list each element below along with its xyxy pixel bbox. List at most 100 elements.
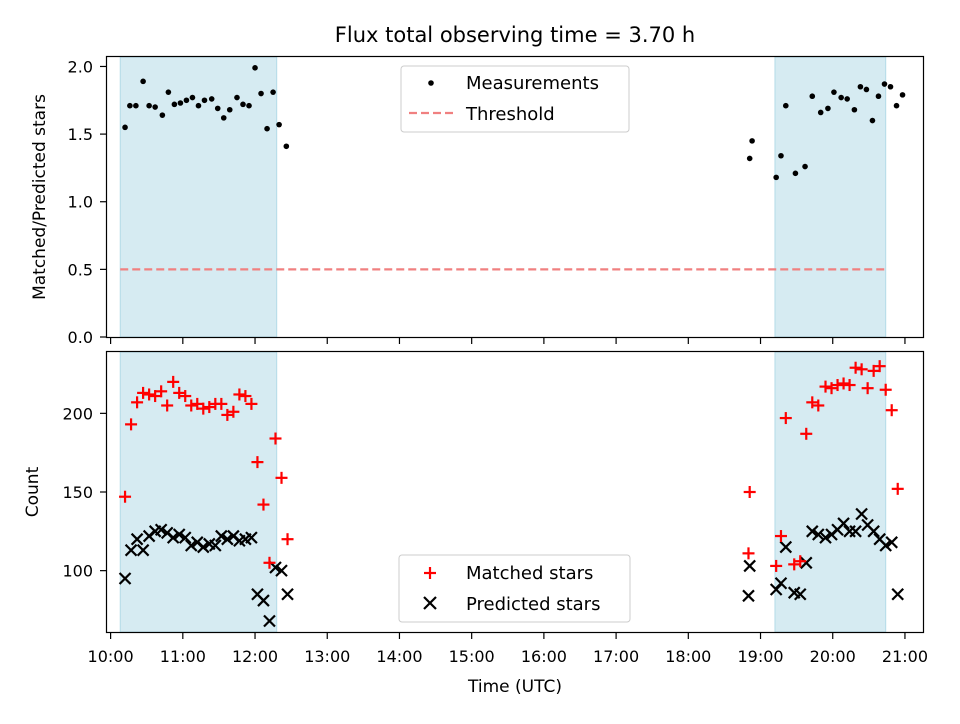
matched-star-point	[843, 379, 856, 392]
measurement-point	[887, 83, 894, 90]
matched-star-point	[245, 397, 258, 410]
x-tick-label: 15:00	[449, 647, 495, 666]
measurement-point	[159, 112, 166, 118]
matched-star-point	[742, 547, 755, 560]
measurement-point	[152, 104, 158, 110]
top-y-tick-label: 2.0	[68, 57, 93, 76]
x-tick-label: 16:00	[521, 647, 567, 666]
x-tick-label: 14:00	[376, 647, 422, 666]
legend-threshold-label: Threshold	[465, 104, 555, 125]
top-legend-box	[400, 65, 630, 133]
matched-star-point	[861, 382, 874, 395]
measurement-point	[122, 124, 128, 131]
matched-star-point	[774, 530, 787, 543]
matched-star-point	[885, 404, 898, 417]
predicted-star-point	[118, 572, 132, 585]
measurement-point	[869, 117, 876, 124]
measurement-point	[264, 125, 270, 132]
matched-star-point	[873, 360, 886, 373]
measurement-point	[746, 155, 753, 162]
measurement-point	[773, 174, 779, 181]
x-tick-label: 20:00	[810, 647, 856, 666]
top-x-ticks	[110, 337, 906, 344]
measurement-point	[146, 102, 152, 109]
measurement-point	[276, 121, 282, 128]
measurement-point	[825, 105, 831, 112]
measurement-point	[140, 78, 146, 85]
measurement-point	[792, 170, 799, 177]
x-tick-label: 19:00	[737, 647, 783, 666]
measurement-point	[246, 102, 252, 109]
predicted-star-point	[215, 529, 228, 543]
measurement-point	[177, 100, 184, 106]
matched-star-point	[831, 379, 844, 392]
matched-star-point	[855, 363, 868, 376]
measurement-point	[258, 90, 264, 97]
measurement-point	[234, 94, 240, 101]
predicted-star-point	[855, 507, 868, 521]
legend-matched-marker	[424, 567, 436, 579]
top-legend: Measurements Threshold	[400, 65, 630, 133]
x-tick-label: 17:00	[593, 647, 639, 666]
observing-window-band	[119, 56, 278, 338]
top-y-tick-label: 0.5	[68, 260, 93, 279]
predicted-star-point	[136, 543, 150, 557]
matched-star-point	[779, 412, 792, 425]
measurement-point	[165, 89, 172, 95]
measurements-layer	[122, 65, 906, 181]
measurement-point	[899, 92, 906, 98]
measurement-point	[127, 102, 133, 109]
measurement-point	[857, 83, 864, 90]
matched-star-point	[215, 397, 228, 410]
bottom-y-tick-label: 100	[62, 562, 93, 581]
matched-star-point	[275, 471, 288, 484]
predicted-star-point	[257, 594, 270, 607]
measurement-point	[201, 97, 208, 104]
bottom-legend-box	[398, 554, 631, 623]
measurement-point	[778, 152, 784, 159]
predicted-star-point	[774, 576, 788, 590]
matched-star-point	[197, 402, 210, 415]
matched-star-point	[155, 385, 168, 398]
matched-star-point	[221, 408, 234, 421]
counts-layer	[118, 360, 905, 628]
predicted-star-point	[130, 532, 144, 546]
legend-predicted-label: Predicted stars	[466, 594, 600, 615]
matched-star-point	[837, 377, 850, 390]
matched-star-point	[149, 390, 162, 403]
x-tick-label: 10:00	[88, 647, 134, 666]
bottom-x-axis: 10:00 11:00 12:00 13:00 14:00 15:00 16:00 17:00…	[88, 632, 928, 666]
predicted-star-point	[245, 531, 258, 544]
observing-window-band	[774, 56, 887, 338]
measurement-point	[863, 86, 870, 93]
matched-star-point	[125, 418, 138, 431]
top-y-axis-label: Matched/Predicted stars	[30, 94, 50, 300]
predicted-star-point	[172, 528, 186, 541]
matched-star-point	[185, 399, 198, 412]
measurement-point	[270, 89, 276, 95]
matched-star-point	[825, 382, 838, 395]
legend-measurement-marker	[428, 80, 434, 86]
matched-star-point	[119, 490, 132, 503]
predicted-star-point	[819, 531, 832, 544]
matched-star-point	[191, 397, 204, 410]
predicted-star-point	[779, 540, 793, 554]
predicted-star-point	[885, 536, 898, 549]
chart-title: Flux total observing time = 3.70 h	[335, 23, 695, 47]
measurement-point	[133, 102, 139, 109]
measurement-point	[851, 106, 858, 113]
matched-star-point	[743, 486, 756, 498]
predicted-star-point	[805, 525, 819, 538]
matched-star-point	[161, 399, 174, 412]
predicted-star-point	[154, 523, 168, 537]
matched-star-point	[251, 456, 264, 469]
matched-star-point	[137, 386, 150, 399]
matched-star-point	[879, 383, 892, 396]
measurement-point	[195, 102, 202, 109]
predicted-star-point	[263, 614, 276, 628]
predicted-star-point	[799, 556, 813, 570]
predicted-star-point	[281, 587, 294, 601]
matched-star-point	[173, 386, 186, 399]
measurement-point	[240, 101, 246, 108]
predicted-star-point	[184, 539, 198, 552]
